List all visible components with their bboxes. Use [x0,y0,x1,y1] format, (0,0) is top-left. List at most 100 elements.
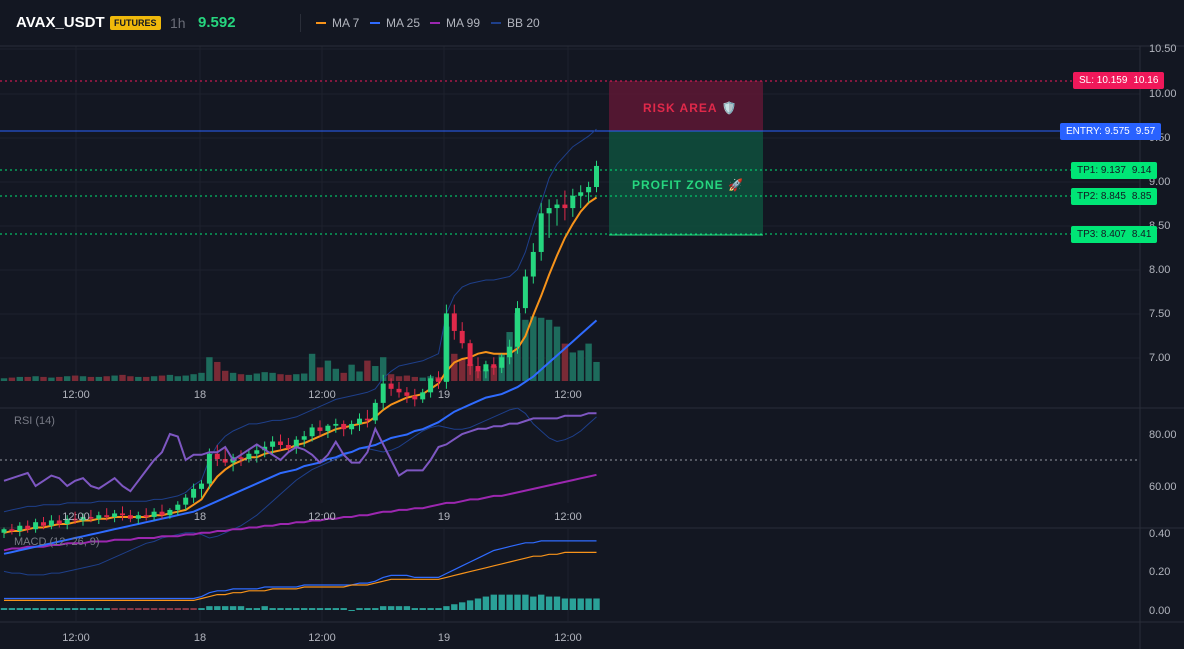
volume-bar [340,372,347,381]
macd-histogram-bar [356,608,363,610]
macd-histogram-bar [340,608,347,610]
macd-histogram-bar [506,594,513,610]
macd-histogram-bar [269,608,276,610]
candle-body [364,418,370,421]
candle-body [372,402,378,421]
rsi-axis-label: 60.00 [1149,481,1177,493]
macd-histogram-bar [466,600,474,610]
tp2-tag[interactable]: TP2: 8.845 8.85 [1071,188,1158,205]
symbol-name[interactable]: AVAX_USDT [16,14,105,31]
macd-histogram-bar [158,608,166,610]
macd-axis-label: 0.20 [1149,566,1170,578]
ma7-line [3,196,598,534]
profit-zone-label: PROFIT ZONE 🚀 [632,178,744,192]
candle-body [412,395,418,400]
legend-ma99[interactable]: MA 99 [430,16,480,30]
macd-histogram-bar [553,596,561,610]
candle-body [127,515,133,519]
candle-body [80,516,86,521]
macd-histogram-bar [95,608,102,610]
macd-axis-label: 0.40 [1149,528,1170,540]
volume-bar [24,376,31,381]
volume-bar [174,376,181,381]
volume-bar [127,376,134,381]
candle-body [515,308,520,347]
volume-bar [8,377,16,381]
candle-body [96,515,102,519]
macd-histogram-bar [474,598,482,610]
volume-bar [71,375,79,381]
price-axis-label: 10.50 [1149,43,1177,55]
volume-bar [229,372,237,381]
sl-tag[interactable]: SL: 10.159 10.16 [1073,72,1165,89]
macd-histogram-bar [198,608,205,610]
candle-body [404,392,410,396]
volume-bar [87,376,95,381]
macd-histogram-bar [427,608,434,610]
candle-body [167,509,173,516]
volume-bar [593,361,600,381]
timeframe-selector[interactable]: 1h [170,15,186,31]
macd-histogram-bar [561,598,569,610]
candle-body [120,513,125,516]
candle-body [562,204,568,209]
legend-ma25-label: MA 25 [386,16,421,30]
candle-body [475,366,481,372]
legend-ma7[interactable]: MA 7 [316,16,359,30]
volume-bar [538,317,545,381]
volume-bar [387,374,395,381]
macd-histogram-bar [119,608,126,610]
candle-body [278,441,283,445]
candle-body [443,313,449,382]
candle-body [183,497,189,505]
candle-body [554,204,560,209]
candle-body [238,457,244,460]
macd-histogram-bar [0,608,8,610]
legend-bb20[interactable]: BB 20 [491,16,540,30]
macd-histogram-bar [64,608,71,610]
tp3-tag[interactable]: TP3: 8.407 8.41 [1071,226,1158,243]
macd-histogram-bar [522,594,529,610]
macd-histogram-bar [569,598,576,610]
macd-histogram-bar [253,608,260,610]
candle-body [143,515,149,517]
legend-ma25[interactable]: MA 25 [370,16,420,30]
volume-bar [222,370,229,381]
candle-body [317,427,323,431]
volume-bar [285,374,292,381]
macd-histogram-bar [174,608,181,610]
bb-upper-line [3,128,597,513]
candle-body [88,516,94,519]
tp1-tag-label: TP1: 9.137 [1077,165,1126,176]
macd-histogram-bar [332,608,339,610]
volume-bar [150,376,158,381]
macd-histogram-bar [419,608,426,610]
candle-body [56,520,62,524]
volume-bar [403,375,411,381]
volume-bar [158,375,166,381]
entry-tag[interactable]: ENTRY: 9.575 9.57 [1060,123,1162,140]
macd-histogram-bar [395,606,403,610]
macd-histogram-bar [316,608,324,610]
tp1-tag[interactable]: TP1: 9.137 9.14 [1071,162,1158,179]
macd-histogram-bar [135,608,142,610]
macd-histogram-bar [411,608,418,610]
macd-histogram-bar [24,608,31,610]
macd-histogram-bar [206,606,213,610]
volume-bar [135,376,142,381]
candle-body [191,488,197,498]
macd-histogram-bar [56,608,63,610]
rsi-line [3,412,597,493]
sl-tag-value: 10.16 [1133,75,1159,86]
macd-histogram-bar [16,608,23,610]
volume-bar [111,375,118,381]
rsi-pane-label: RSI (14) [14,415,55,427]
macd-histogram-bar [237,606,245,610]
time-axis-label: 18 [194,632,206,644]
volume-bar [56,376,63,381]
candle-body [530,251,536,277]
volume-bar [332,368,339,381]
macd-histogram-bar [285,608,292,610]
candle-body [420,392,426,400]
